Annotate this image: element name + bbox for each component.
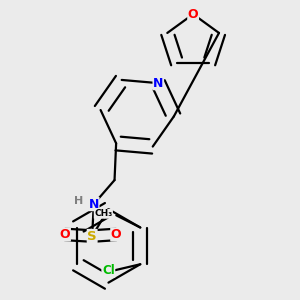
Text: S: S: [87, 230, 97, 242]
Text: N: N: [88, 198, 99, 211]
Text: H: H: [74, 196, 83, 206]
Text: N: N: [153, 76, 164, 90]
Text: O: O: [60, 228, 70, 241]
Text: O: O: [188, 8, 199, 21]
Text: O: O: [111, 228, 122, 241]
Text: CH₃: CH₃: [94, 209, 112, 218]
Text: Cl: Cl: [102, 264, 115, 277]
